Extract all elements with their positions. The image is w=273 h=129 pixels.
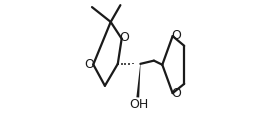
- Text: OH: OH: [129, 98, 148, 111]
- Text: O: O: [171, 87, 181, 100]
- Text: O: O: [85, 58, 95, 71]
- Text: O: O: [171, 29, 181, 42]
- Polygon shape: [136, 64, 141, 98]
- Text: O: O: [120, 31, 129, 44]
